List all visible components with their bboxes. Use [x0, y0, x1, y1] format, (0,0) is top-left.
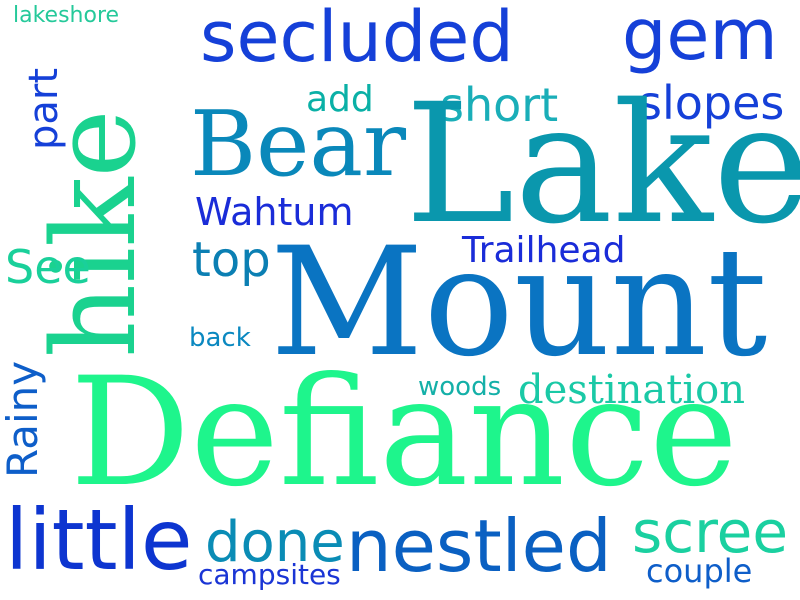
word-lakeshore: lakeshore: [13, 3, 120, 28]
word-little: little: [5, 491, 193, 589]
word-bear: Bear: [190, 92, 407, 197]
word-scree: scree: [632, 498, 789, 566]
word-nestled: nestled: [346, 504, 612, 588]
word-secluded: secluded: [200, 0, 514, 78]
word-rainy: Rainy: [0, 360, 47, 478]
word-couple: couple: [646, 552, 753, 590]
word-part: part: [21, 67, 67, 150]
word-top: top: [192, 232, 271, 288]
word-back: back: [189, 323, 251, 353]
word-campsites: campsites: [198, 558, 341, 591]
word-add: add: [306, 79, 374, 120]
word-slopes: slopes: [638, 76, 785, 130]
word-gem: gem: [622, 0, 778, 76]
word-see: See: [5, 240, 91, 294]
word-short: short: [440, 78, 559, 132]
word-wahtum: Wahtum: [195, 190, 354, 234]
word-defiance: Defiance: [70, 346, 738, 520]
word-mount: Mount: [270, 216, 768, 390]
word-woods: woods: [418, 372, 502, 402]
word-lake: Lake: [405, 68, 800, 260]
word-trailhead: Trailhead: [462, 230, 626, 271]
word-done: done: [205, 510, 345, 575]
word-destination: destination: [518, 367, 745, 413]
